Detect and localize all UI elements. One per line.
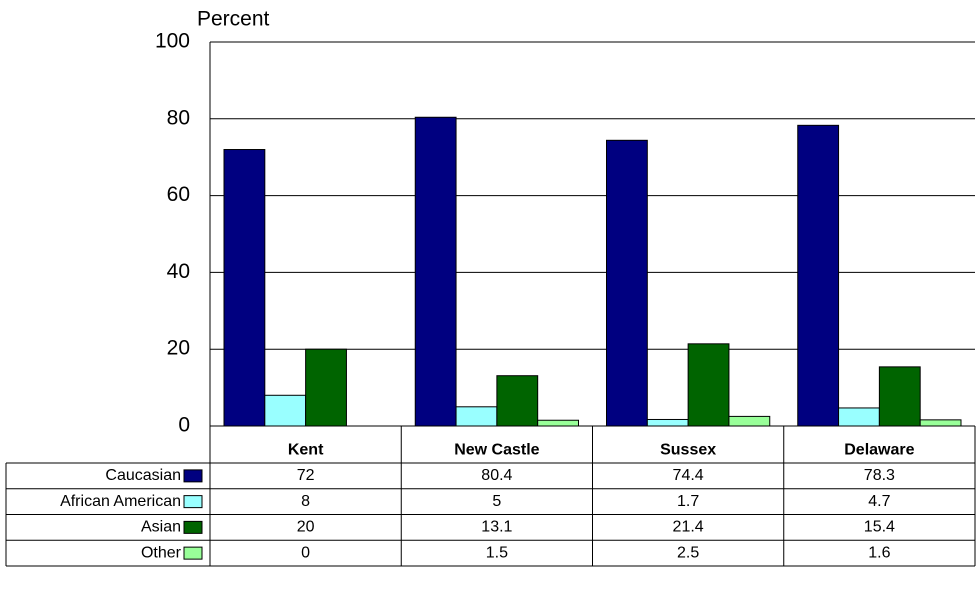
legend-label: Asian	[141, 519, 181, 536]
bar	[919, 419, 962, 427]
y-tick-label: 20	[167, 337, 190, 360]
bar	[687, 343, 730, 427]
table-value: 5	[492, 493, 501, 510]
table-value: 8	[301, 493, 310, 510]
legend-key	[183, 469, 203, 483]
bar	[223, 149, 266, 427]
table-value: 21.4	[673, 519, 704, 536]
table-value: 15.4	[864, 519, 895, 536]
x-tick-label: New Castle	[454, 442, 539, 459]
table-value: 1.7	[677, 493, 699, 510]
bar	[606, 139, 648, 427]
bar	[496, 375, 539, 427]
table-value: 78.3	[864, 467, 895, 484]
bar	[537, 419, 579, 427]
bar	[455, 406, 498, 427]
legend-label: African American	[60, 493, 181, 510]
y-axis-label: Percent	[197, 8, 270, 31]
legend-key	[183, 546, 203, 560]
table-value: 80.4	[481, 467, 512, 484]
x-tick-label: Sussex	[660, 442, 716, 459]
bar	[728, 415, 771, 427]
bar	[878, 366, 921, 427]
table-value: 4.7	[868, 493, 890, 510]
y-tick-label: 40	[167, 260, 190, 283]
table-value: 20	[297, 519, 315, 536]
y-tick-label: 100	[155, 30, 190, 53]
legend-label: Other	[141, 544, 182, 561]
table-value: 2.5	[677, 544, 699, 561]
legend-label: Caucasian	[105, 467, 181, 484]
table-value: 1.5	[486, 544, 508, 561]
y-tick-label: 0	[178, 414, 190, 437]
table-value: 72	[297, 467, 315, 484]
bar	[797, 124, 840, 427]
y-tick-label: 80	[167, 106, 190, 129]
legend-key	[183, 495, 203, 509]
bar	[305, 348, 347, 427]
legend-key	[183, 520, 203, 534]
x-tick-label: Kent	[288, 442, 324, 459]
table-value: 74.4	[673, 467, 704, 484]
bar	[414, 116, 457, 427]
table-value: 1.6	[868, 544, 890, 561]
bar	[264, 394, 307, 427]
bar	[838, 407, 880, 427]
x-tick-label: Delaware	[844, 442, 914, 459]
table-value: 13.1	[481, 519, 512, 536]
bar	[646, 418, 689, 427]
table-value: 0	[301, 544, 310, 561]
y-tick-label: 60	[167, 183, 190, 206]
